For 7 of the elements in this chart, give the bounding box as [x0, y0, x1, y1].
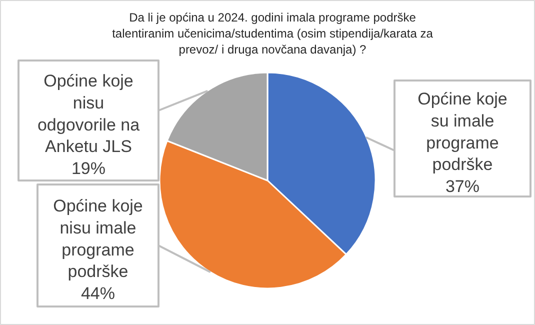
slice-label: Općine koje nisu imale programe podrške	[53, 196, 143, 282]
slice-label: Općine koje su imale programe podrške	[418, 90, 508, 174]
data-label: 37%	[445, 177, 480, 196]
data-label: 44%	[80, 284, 116, 304]
data-label: 19%	[71, 159, 106, 178]
slice-label: Općine koje nisu odgovorile na Anketu JLS	[37, 72, 140, 156]
chart-title: Da li je općina u 2024. godini imala programe podrške talentiranim učenicima/studentima (osim stipendija/karata za prevoz/ i druga novčana davanja) ?	[112, 10, 434, 57]
